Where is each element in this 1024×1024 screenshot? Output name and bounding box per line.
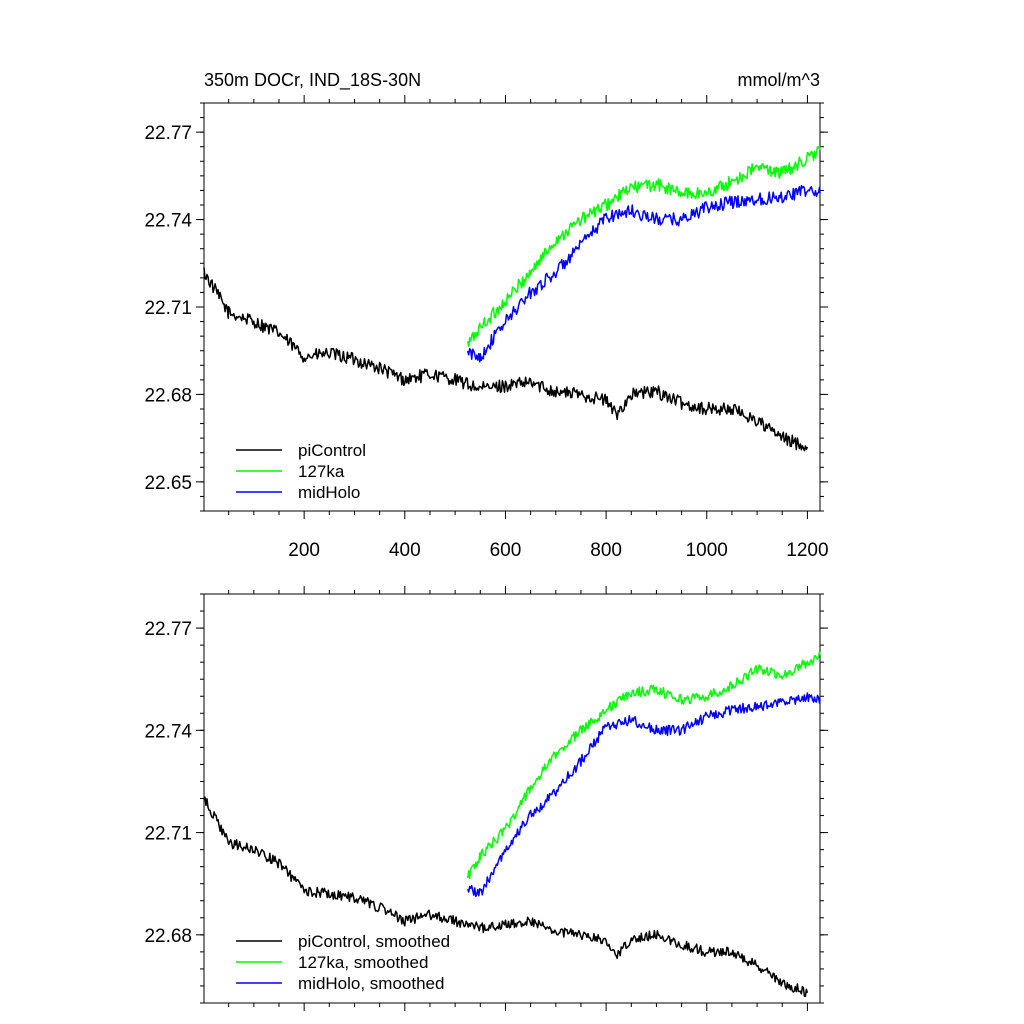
series-line-picontrol	[203, 267, 809, 452]
series-line-127ka	[466, 145, 821, 347]
legend-label: piControl	[298, 441, 366, 460]
top-panel: 22.65 22.68 22.71 22.74 22.77 200 400 600 800 100…	[144, 95, 829, 561]
x-tick-label: 800	[590, 540, 622, 561]
bottom-panel: 22.68 22.71 22.74 22.77 piControl, smoothed 1…	[144, 586, 828, 1011]
y-tick-label: 22.77	[144, 619, 192, 640]
plot-frame	[203, 102, 821, 512]
y-tick-label: 22.77	[144, 123, 192, 144]
units-label: mmol/m^3	[738, 70, 820, 90]
plot-frame	[203, 593, 821, 1004]
y-tick-label: 22.71	[144, 298, 192, 319]
series-line-127ka-smoothed	[466, 651, 821, 880]
legend-label: midHolo, smoothed	[298, 974, 444, 993]
legend-label: piControl, smoothed	[298, 932, 450, 951]
series-line-midholo-smoothed	[466, 692, 821, 898]
series-line-midholo	[466, 184, 821, 363]
y-tick-label: 22.71	[144, 824, 192, 845]
legend-label: 127ka	[298, 462, 345, 481]
x-tick-label: 1200	[786, 540, 828, 561]
x-tick-label: 600	[490, 540, 522, 561]
legend-label: 127ka, smoothed	[298, 953, 428, 972]
y-tick-label: 22.74	[144, 721, 192, 742]
chart-title: 350m DOCr, IND_18S-30N	[204, 70, 421, 91]
x-tick-label: 200	[288, 540, 320, 561]
y-tick-label: 22.65	[144, 473, 192, 494]
x-tick-label: 400	[389, 540, 421, 561]
series-line-picontrol-smoothed	[203, 796, 809, 998]
y-tick-label: 22.68	[144, 385, 192, 406]
legend-label: midHolo	[298, 483, 360, 502]
x-tick-label: 1000	[686, 540, 728, 561]
y-tick-label: 22.68	[144, 926, 192, 947]
y-tick-label: 22.74	[144, 211, 192, 232]
